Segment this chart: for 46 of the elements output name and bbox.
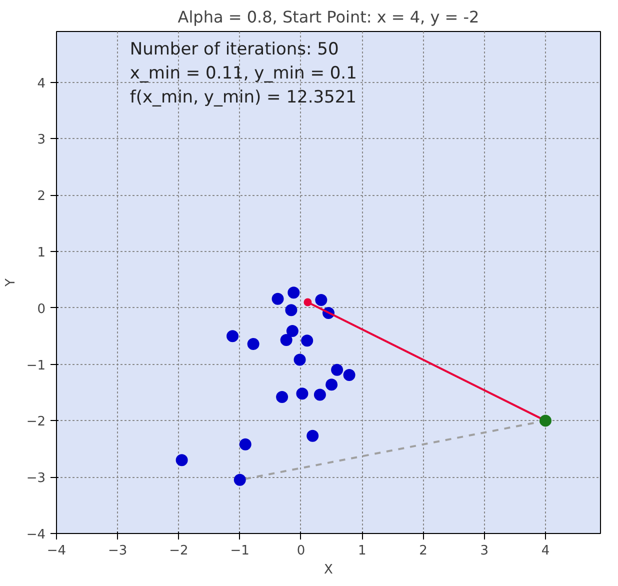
x-tick-label: −4 bbox=[46, 544, 66, 558]
point bbox=[315, 294, 328, 306]
point bbox=[285, 304, 298, 316]
point bbox=[280, 334, 292, 346]
point bbox=[304, 298, 312, 306]
x-tick-label: −1 bbox=[230, 544, 250, 558]
point bbox=[247, 338, 260, 350]
annotation: x_min = 0.11, y_min = 0.1 bbox=[130, 64, 357, 84]
point bbox=[226, 330, 239, 342]
point bbox=[234, 474, 246, 486]
point bbox=[272, 292, 284, 305]
x-tick-label: 2 bbox=[419, 544, 428, 558]
x-tick-label: −2 bbox=[169, 544, 188, 558]
point bbox=[306, 430, 319, 442]
y-axis-title: Y bbox=[3, 278, 18, 288]
y-tick-label: −1 bbox=[26, 358, 46, 374]
chart-title: Alpha = 0.8, Start Point: x = 4, y = -2 bbox=[178, 8, 480, 26]
annotation: f(x_min, y_min) = 12.3521 bbox=[130, 88, 357, 108]
point bbox=[296, 388, 308, 400]
x-tick-label: 0 bbox=[296, 544, 306, 558]
point bbox=[331, 364, 344, 376]
point bbox=[326, 378, 338, 391]
y-tick-label: 4 bbox=[37, 76, 46, 92]
point bbox=[176, 454, 188, 466]
x-tick-label: 1 bbox=[358, 544, 366, 558]
point bbox=[239, 438, 252, 450]
x-tick-label: 3 bbox=[480, 544, 489, 558]
point bbox=[301, 334, 314, 347]
annotation: Number of iterations: 50 bbox=[130, 40, 339, 60]
point bbox=[294, 354, 306, 366]
y-tick-label: 1 bbox=[37, 245, 46, 260]
y-tick-label: 3 bbox=[37, 132, 46, 148]
point bbox=[288, 286, 300, 299]
point bbox=[276, 391, 288, 403]
x-tick-label: 4 bbox=[541, 544, 550, 558]
point bbox=[539, 414, 552, 427]
y-tick-label: −3 bbox=[26, 471, 46, 486]
point bbox=[314, 388, 326, 401]
x-axis-title: X bbox=[324, 562, 334, 578]
point bbox=[343, 369, 356, 381]
point bbox=[286, 325, 298, 337]
x-tick-label: −3 bbox=[108, 544, 128, 558]
y-tick-label: −2 bbox=[26, 414, 46, 430]
y-tick-label: −4 bbox=[26, 528, 46, 542]
y-tick-label: 2 bbox=[37, 189, 46, 204]
y-tick-label: 0 bbox=[37, 302, 46, 317]
